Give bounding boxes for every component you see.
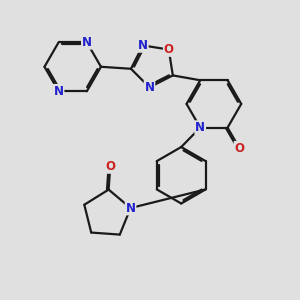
Text: N: N xyxy=(54,85,64,98)
Text: N: N xyxy=(195,121,205,134)
Text: N: N xyxy=(82,36,92,49)
Text: O: O xyxy=(235,142,244,155)
Text: O: O xyxy=(164,43,174,56)
Text: O: O xyxy=(105,160,115,173)
Text: N: N xyxy=(145,81,154,94)
Text: N: N xyxy=(126,202,136,214)
Text: N: N xyxy=(138,39,148,52)
